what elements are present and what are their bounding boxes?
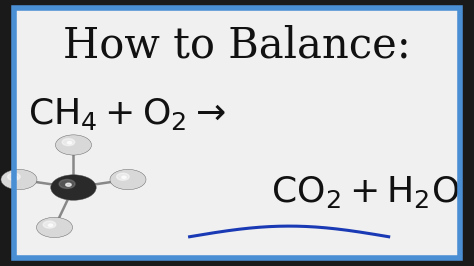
Circle shape — [1, 169, 37, 190]
Circle shape — [110, 169, 146, 190]
Text: $\mathrm{CO_2 + H_2O}$: $\mathrm{CO_2 + H_2O}$ — [271, 173, 460, 210]
Circle shape — [117, 173, 129, 180]
Circle shape — [51, 175, 96, 200]
Circle shape — [48, 224, 53, 226]
Circle shape — [66, 183, 71, 186]
Circle shape — [13, 176, 17, 178]
Circle shape — [43, 221, 56, 228]
FancyBboxPatch shape — [14, 8, 460, 258]
Circle shape — [55, 135, 91, 155]
Circle shape — [122, 176, 126, 178]
Circle shape — [8, 173, 20, 180]
Circle shape — [62, 139, 75, 146]
Circle shape — [67, 142, 72, 144]
Circle shape — [59, 180, 75, 188]
Text: How to Balance:: How to Balance: — [63, 24, 411, 66]
Text: $\mathrm{CH_4 + O_2 \rightarrow}$: $\mathrm{CH_4 + O_2 \rightarrow}$ — [28, 96, 226, 132]
Circle shape — [36, 217, 73, 238]
